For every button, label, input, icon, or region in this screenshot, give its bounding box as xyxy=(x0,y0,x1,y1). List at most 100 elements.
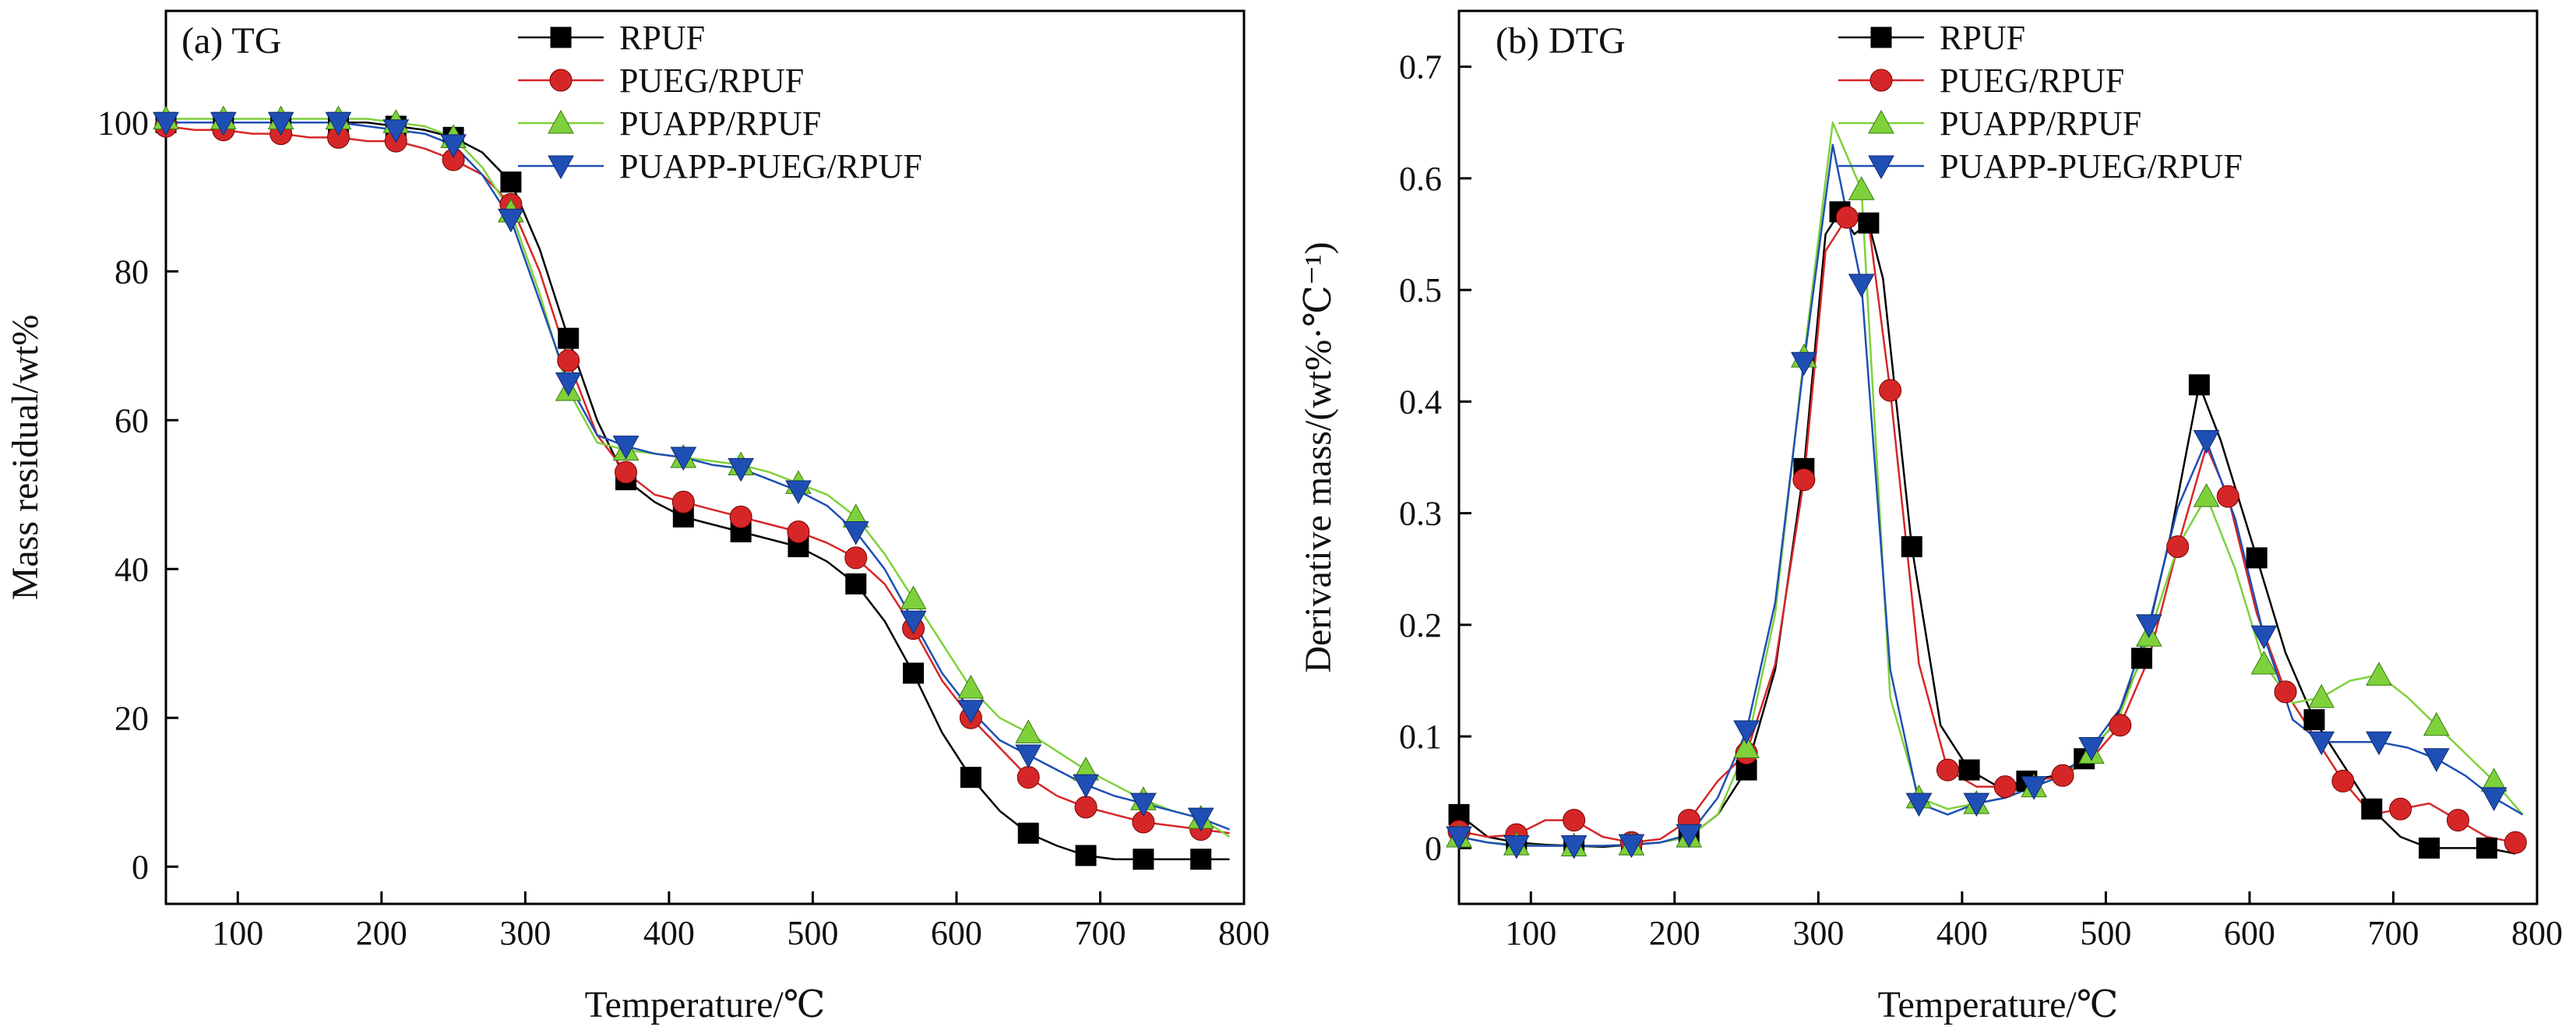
dtg-point-rpuf-28 xyxy=(2188,374,2210,396)
dtg-point-puapp-pueg-rpuf-2 xyxy=(1503,835,1530,859)
dtg-axis-ticks: 100 200 300 400 500 600 700 800 0 0.1 0.2 0.3 0.4 0.5… xyxy=(1399,48,2563,952)
tg-point-puapp-pueg-rpuf-18 xyxy=(670,446,697,471)
dtg-point-puapp-pueg-rpuf-34 xyxy=(2423,748,2450,772)
tg-x-tick-label-600: 600 xyxy=(931,914,982,952)
tg-point-rpuf-36 xyxy=(1190,849,1212,870)
dtg-point-puapp-rpuf-10 xyxy=(1733,734,1760,758)
tg-x-axis-label: Temperature/℃ xyxy=(585,984,826,1025)
dtg-y-axis-label: Derivative mass/(wt%·℃⁻¹) xyxy=(1298,242,1339,672)
dtg-point-puapp-pueg-rpuf-26 xyxy=(2193,430,2220,454)
dtg-legend-marker-rpuf xyxy=(1870,26,1892,48)
dtg-point-rpuf-16 xyxy=(1858,212,1880,234)
dtg-point-pueg-rpuf-18 xyxy=(1936,758,1959,782)
dtg-point-puapp-pueg-rpuf-30 xyxy=(2308,731,2335,756)
tg-line-rpuf xyxy=(166,122,1230,860)
tg-point-rpuf-30 xyxy=(1017,822,1039,844)
tg-chart-title: (a) TG xyxy=(181,20,281,62)
tg-line-puapp-rpuf xyxy=(166,118,1231,838)
dtg-point-puapp-pueg-rpuf-6 xyxy=(1618,834,1645,859)
dtg-x-tick-label-700: 700 xyxy=(2367,914,2419,952)
dtg-point-rpuf-34 xyxy=(2361,798,2383,820)
dtg-point-puapp-pueg-rpuf-10 xyxy=(1733,720,1760,744)
tg-y-tick-label-60: 60 xyxy=(115,401,149,439)
tg-point-puapp-pueg-rpuf-6 xyxy=(325,111,352,136)
tg-series-group xyxy=(153,105,1231,870)
tg-x-tick-label-300: 300 xyxy=(499,914,551,952)
dtg-x-tick-label-300: 300 xyxy=(1792,914,1844,952)
tg-legend-label-puapp-rpuf: PUAPP/RPUF xyxy=(619,104,821,143)
tg-point-puapp-pueg-rpuf-26 xyxy=(900,610,927,635)
dtg-point-puapp-pueg-rpuf-22 xyxy=(2078,736,2105,761)
dtg-chart: (b) DTG 100 200 300 400 500 600 700 800 0 0.1 0.2 0… xyxy=(1298,9,2563,1025)
tg-legend: RPUF PUEG/RPUF PUAPP/RPUF PUAPP-PUEG/RPUF xyxy=(518,19,922,185)
dtg-legend-marker-pueg-rpuf xyxy=(1869,69,1893,92)
dtg-point-puapp-pueg-rpuf-0 xyxy=(1446,826,1472,851)
tg-point-pueg-rpuf-14 xyxy=(557,349,580,372)
tg-point-puapp-pueg-rpuf-2 xyxy=(210,111,237,136)
dtg-x-tick-label-200: 200 xyxy=(1649,914,1700,952)
tg-point-puapp-pueg-rpuf-34 xyxy=(1129,792,1157,817)
tg-y-tick-label-80: 80 xyxy=(115,252,149,291)
tg-point-puapp-pueg-rpuf-10 xyxy=(440,134,467,158)
tg-point-pueg-rpuf-30 xyxy=(1017,766,1040,789)
tg-point-pueg-rpuf-22 xyxy=(787,521,810,543)
tg-legend-marker-pueg-rpuf xyxy=(549,69,573,92)
dtg-chart-title: (b) DTG xyxy=(1496,20,1626,62)
dtg-y-tick-label-0: 0 xyxy=(1425,829,1442,867)
dtg-point-puapp-rpuf-14 xyxy=(1848,176,1875,200)
dtg-point-puapp-rpuf-30 xyxy=(2308,683,2335,708)
tg-point-puapp-pueg-rpuf-0 xyxy=(153,111,179,136)
tg-point-puapp-pueg-rpuf-28 xyxy=(957,700,985,724)
dtg-legend-label-pueg-rpuf: PUEG/RPUF xyxy=(1940,62,2124,100)
dtg-x-axis-label: Temperature/℃ xyxy=(1878,984,2119,1025)
tg-point-pueg-rpuf-18 xyxy=(671,490,695,513)
tg-x-tick-label-100: 100 xyxy=(212,914,263,952)
dtg-x-tick-label-600: 600 xyxy=(2224,914,2275,952)
dtg-point-pueg-rpuf-16 xyxy=(1879,379,1902,402)
dtg-line-puapp-pueg-rpuf xyxy=(1458,143,2524,847)
dtg-point-pueg-rpuf-34 xyxy=(2389,797,2412,820)
tg-point-pueg-rpuf-24 xyxy=(844,546,868,570)
dtg-point-puapp-pueg-rpuf-36 xyxy=(2480,787,2507,811)
tg-point-puapp-pueg-rpuf-24 xyxy=(842,521,869,545)
tg-point-pueg-rpuf-16 xyxy=(615,461,638,484)
tg-point-rpuf-24 xyxy=(845,573,867,595)
dtg-point-pueg-rpuf-28 xyxy=(2216,485,2239,508)
tg-point-puapp-pueg-rpuf-36 xyxy=(1187,807,1214,832)
dtg-point-rpuf-18 xyxy=(1901,536,1922,558)
dtg-point-puapp-pueg-rpuf-28 xyxy=(2250,625,2278,650)
dtg-x-tick-label-100: 100 xyxy=(1505,914,1556,952)
tg-point-rpuf-26 xyxy=(903,662,925,684)
dtg-point-puapp-rpuf-32 xyxy=(2366,662,2392,686)
tg-chart: (a) TG 100 200 300 400 500 600 700 800 0 20 40 60 80… xyxy=(5,9,1270,1025)
dtg-series-group xyxy=(1446,122,2527,859)
tg-point-puapp-pueg-rpuf-8 xyxy=(382,119,410,143)
tg-line-puapp-pueg-rpuf xyxy=(166,122,1230,831)
tg-point-pueg-rpuf-32 xyxy=(1074,796,1098,819)
tg-y-tick-label-20: 20 xyxy=(115,699,149,737)
dtg-point-pueg-rpuf-32 xyxy=(2331,769,2355,792)
dtg-line-puapp-rpuf xyxy=(1458,122,2524,847)
tg-point-puapp-pueg-rpuf-30 xyxy=(1015,744,1042,769)
dtg-y-tick-label-0.6: 0.6 xyxy=(1399,160,1442,198)
dtg-point-rpuf-38 xyxy=(2476,837,2497,859)
dtg-x-tick-label-500: 500 xyxy=(2080,914,2131,952)
tg-legend-marker-rpuf xyxy=(550,26,572,48)
tg-point-puapp-rpuf-30 xyxy=(1015,719,1042,743)
dtg-point-rpuf-26 xyxy=(2131,648,2153,669)
dtg-point-pueg-rpuf-4 xyxy=(1563,809,1586,832)
tg-point-puapp-pueg-rpuf-16 xyxy=(612,436,640,460)
dtg-point-puapp-pueg-rpuf-18 xyxy=(1963,792,1990,817)
tg-legend-label-rpuf: RPUF xyxy=(619,19,705,57)
tg-point-puapp-pueg-rpuf-4 xyxy=(267,111,294,136)
dtg-point-puapp-pueg-rpuf-8 xyxy=(1676,824,1703,849)
dtg-point-puapp-pueg-rpuf-14 xyxy=(1848,273,1875,298)
tg-point-pueg-rpuf-20 xyxy=(729,505,752,528)
dtg-point-puapp-pueg-rpuf-20 xyxy=(2021,776,2047,800)
tg-point-puapp-pueg-rpuf-32 xyxy=(1073,774,1099,799)
dtg-point-pueg-rpuf-20 xyxy=(1993,775,2017,799)
dtg-point-puapp-pueg-rpuf-24 xyxy=(2135,614,2162,638)
dtg-point-rpuf-20 xyxy=(1958,759,1980,781)
dtg-point-pueg-rpuf-36 xyxy=(2447,809,2470,832)
dtg-point-rpuf-32 xyxy=(2303,709,2325,731)
